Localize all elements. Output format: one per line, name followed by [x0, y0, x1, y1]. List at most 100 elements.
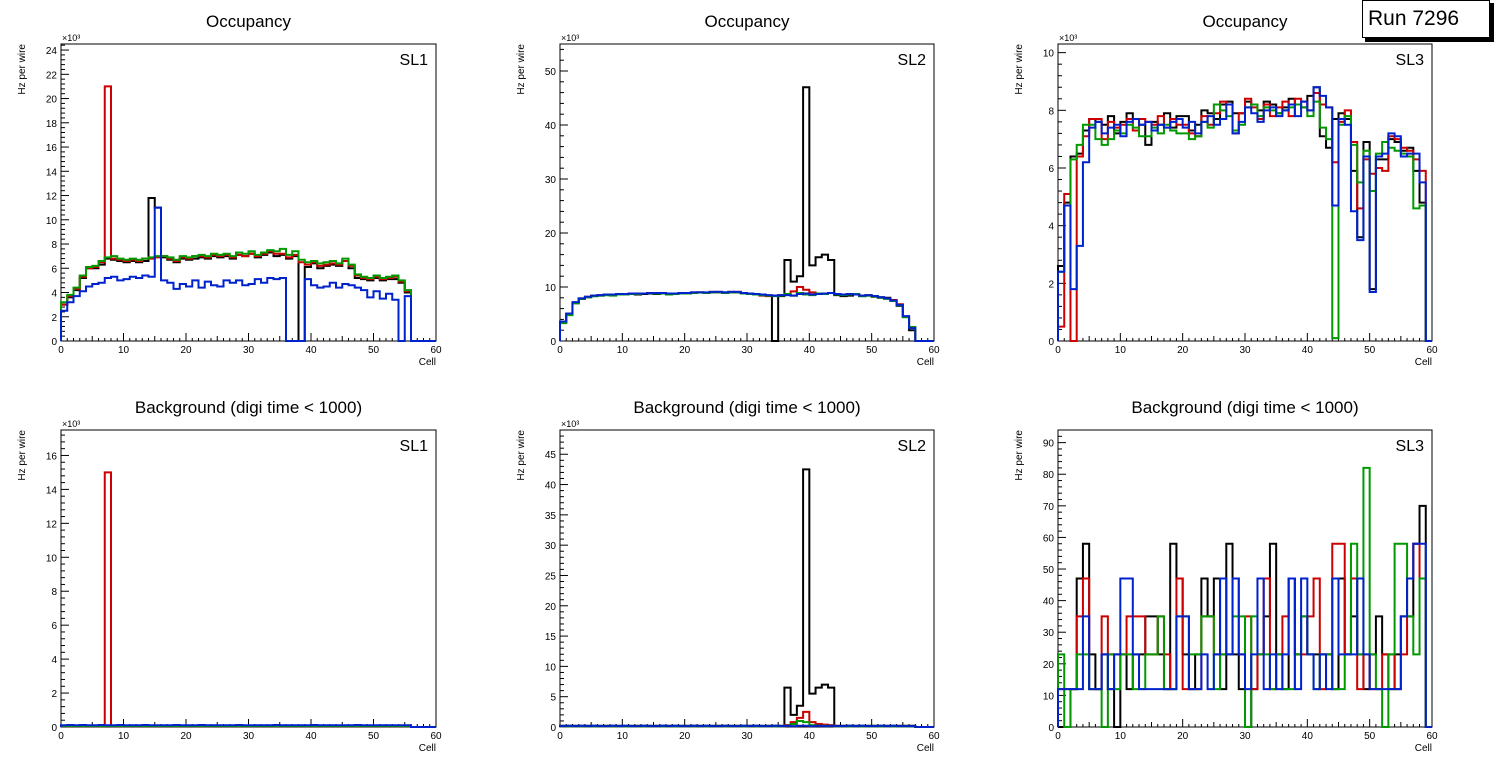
- y-tick-label: 80: [1043, 470, 1055, 481]
- x-tick-label: 10: [617, 731, 629, 742]
- x-tick-label: 20: [1177, 731, 1189, 742]
- x-tick-label: 50: [1364, 731, 1376, 742]
- histogram-series-blue: [1057, 86, 1432, 342]
- y-tick-label: 2: [51, 313, 57, 324]
- x-axis-title: Cell: [419, 357, 436, 368]
- y-tick-label: 6: [1048, 164, 1054, 175]
- histogram-series-blue: [60, 206, 436, 342]
- run-box-frame: [1362, 0, 1490, 38]
- x-axis-title: Cell: [419, 743, 436, 754]
- x-tick-label: 20: [180, 345, 192, 356]
- histogram-series-blue: [60, 723, 436, 728]
- x-tick-label: 60: [1426, 731, 1438, 742]
- y-tick-label: 2: [51, 689, 57, 700]
- y-tick-label: 0: [550, 337, 556, 348]
- y-tick-label: 10: [1043, 691, 1055, 702]
- x-tick-label: 0: [58, 345, 64, 356]
- y-tick-label: 22: [46, 70, 58, 81]
- y-tick-label: 8: [51, 587, 57, 598]
- plot-title: Background (digi time < 1000): [1131, 398, 1358, 417]
- x-tick-label: 20: [679, 731, 691, 742]
- plot-frame: [559, 429, 935, 728]
- y-axis-exponent: ×10³: [62, 33, 80, 43]
- y-tick-label: 10: [545, 283, 557, 294]
- x-axis-title: Cell: [917, 743, 934, 754]
- y-tick-label: 12: [46, 519, 58, 530]
- y-tick-label: 0: [51, 723, 57, 734]
- y-tick-label: 40: [545, 481, 557, 492]
- x-tick-label: 60: [928, 731, 940, 742]
- y-axis-exponent: ×10³: [62, 419, 80, 429]
- histogram-series-red: [60, 85, 436, 342]
- histogram-series-blue: [1057, 542, 1432, 728]
- y-tick-label: 0: [1048, 723, 1054, 734]
- run-box-shadow-bottom: [1365, 38, 1494, 42]
- y-tick-label: 16: [46, 143, 58, 154]
- histogram-series-green: [60, 247, 436, 342]
- superlayer-label: SL3: [1396, 52, 1425, 69]
- x-tick-label: 30: [1239, 345, 1251, 356]
- x-tick-label: 0: [1055, 345, 1061, 356]
- run-box-shadow-right: [1490, 3, 1494, 41]
- y-axis-title: Hz per wire: [17, 44, 28, 95]
- y-tick-label: 6: [51, 621, 57, 632]
- y-tick-label: 20: [545, 229, 557, 240]
- y-tick-label: 40: [545, 121, 557, 132]
- x-tick-label: 50: [368, 345, 380, 356]
- y-tick-label: 45: [545, 450, 557, 461]
- run-number-label: Run 7296: [1368, 7, 1460, 30]
- y-axis-title: Hz per wire: [17, 430, 28, 481]
- y-axis-title: Hz per wire: [516, 430, 527, 481]
- plot-title: Background (digi time < 1000): [633, 398, 860, 417]
- x-tick-label: 40: [804, 345, 816, 356]
- x-tick-label: 20: [679, 345, 691, 356]
- y-tick-label: 20: [545, 602, 557, 613]
- x-tick-label: 10: [118, 345, 130, 356]
- x-tick-label: 30: [243, 731, 255, 742]
- x-tick-label: 60: [928, 345, 940, 356]
- x-tick-label: 30: [1239, 731, 1251, 742]
- x-tick-label: 60: [430, 345, 442, 356]
- histogram-series-black: [559, 468, 934, 728]
- superlayer-label: SL2: [898, 52, 927, 69]
- x-tick-label: 60: [430, 731, 442, 742]
- y-tick-label: 2: [1048, 279, 1054, 290]
- y-tick-label: 10: [46, 553, 58, 564]
- superlayer-label: SL2: [898, 438, 927, 455]
- y-tick-label: 35: [545, 511, 557, 522]
- y-tick-label: 50: [1043, 565, 1055, 576]
- x-tick-label: 0: [557, 345, 563, 356]
- superlayer-label: SL3: [1396, 438, 1425, 455]
- y-tick-label: 16: [46, 451, 58, 462]
- y-tick-label: 30: [545, 541, 557, 552]
- x-tick-label: 10: [1115, 731, 1127, 742]
- y-tick-label: 25: [545, 571, 557, 582]
- y-tick-label: 40: [1043, 597, 1055, 608]
- plot-panel-6: Background (digi time < 1000) SL3 0 10 20 30 4…: [1014, 398, 1438, 754]
- x-axis-title: Cell: [1415, 357, 1432, 368]
- x-tick-label: 30: [741, 345, 753, 356]
- y-tick-label: 6: [51, 264, 57, 275]
- plot-title: Occupancy: [1202, 12, 1288, 31]
- y-tick-label: 30: [1043, 628, 1055, 639]
- y-tick-label: 70: [1043, 502, 1055, 513]
- y-tick-label: 90: [1043, 439, 1055, 450]
- x-tick-label: 20: [180, 731, 192, 742]
- x-tick-label: 40: [1302, 731, 1314, 742]
- y-tick-label: 5: [550, 693, 556, 704]
- superlayer-label: SL1: [400, 438, 429, 455]
- x-tick-label: 10: [617, 345, 629, 356]
- y-axis-title: Hz per wire: [516, 44, 527, 95]
- plot-frame: [60, 429, 437, 728]
- superlayer-label: SL1: [400, 52, 429, 69]
- x-tick-label: 50: [866, 345, 878, 356]
- y-tick-label: 0: [550, 723, 556, 734]
- plot-panel-5: Background (digi time < 1000) SL2 0 10 20 30 4…: [516, 398, 940, 754]
- y-tick-label: 14: [46, 167, 58, 178]
- y-tick-label: 4: [51, 655, 57, 666]
- y-tick-label: 15: [545, 632, 557, 643]
- y-tick-label: 18: [46, 119, 58, 130]
- y-axis-title: Hz per wire: [1014, 430, 1025, 481]
